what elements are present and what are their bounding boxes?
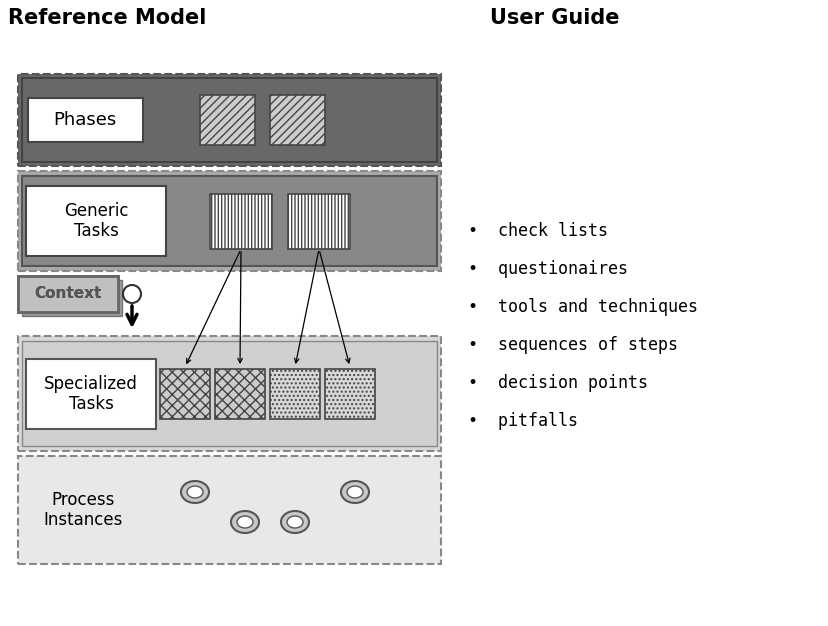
Bar <box>18 336 440 451</box>
Ellipse shape <box>281 511 309 533</box>
Ellipse shape <box>187 486 203 498</box>
Text: •  decision points: • decision points <box>468 374 647 392</box>
Bar <box>270 369 320 419</box>
Bar <box>270 95 325 145</box>
Text: Reference Model: Reference Model <box>8 8 206 28</box>
Text: Generic
Tasks: Generic Tasks <box>64 202 128 240</box>
Bar <box>26 186 166 256</box>
Bar <box>325 369 374 419</box>
Bar <box>22 78 436 162</box>
Bar <box>209 194 272 249</box>
Bar <box>18 74 440 166</box>
Text: •  pitfalls: • pitfalls <box>468 412 577 430</box>
Text: Context: Context <box>34 287 102 302</box>
Ellipse shape <box>347 486 363 498</box>
Text: •  check lists: • check lists <box>468 222 607 240</box>
Text: Phases: Phases <box>53 111 117 129</box>
Bar <box>22 176 436 266</box>
Bar <box>22 280 122 316</box>
Bar <box>22 341 436 446</box>
Ellipse shape <box>286 516 303 528</box>
Ellipse shape <box>237 516 253 528</box>
Bar <box>214 369 265 419</box>
Text: •  questionaires: • questionaires <box>468 260 628 278</box>
Bar <box>28 98 142 142</box>
Bar <box>18 456 440 564</box>
Text: User Guide: User Guide <box>489 8 619 28</box>
Text: •  tools and techniques: • tools and techniques <box>468 298 697 316</box>
Ellipse shape <box>181 481 209 503</box>
Ellipse shape <box>340 481 368 503</box>
Bar <box>18 276 118 312</box>
Bar <box>18 171 440 271</box>
Bar <box>18 276 118 312</box>
Text: Process
Instances: Process Instances <box>43 491 123 530</box>
Bar <box>160 369 209 419</box>
Bar <box>200 95 255 145</box>
Circle shape <box>123 285 141 303</box>
Bar <box>287 194 349 249</box>
Text: Context: Context <box>34 287 102 302</box>
Bar <box>26 359 156 429</box>
Ellipse shape <box>231 511 258 533</box>
Text: Specialized
Tasks: Specialized Tasks <box>44 374 137 413</box>
Text: •  sequences of steps: • sequences of steps <box>468 336 677 354</box>
